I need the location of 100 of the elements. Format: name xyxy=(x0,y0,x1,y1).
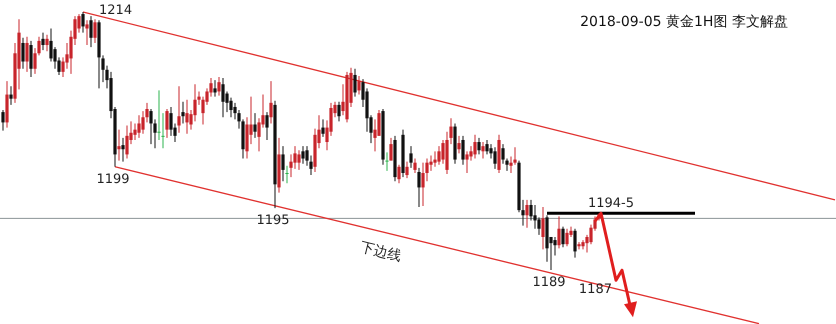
candlestick xyxy=(285,165,289,184)
candlestick xyxy=(457,135,461,154)
candlestick xyxy=(561,226,565,248)
candlestick xyxy=(537,216,541,236)
candlestick xyxy=(449,118,453,145)
candlestick xyxy=(469,146,473,162)
candlestick xyxy=(121,137,125,162)
candlestick xyxy=(85,20,89,46)
candlestick xyxy=(489,144,493,160)
ref-line-label: 1194-5 xyxy=(588,196,634,212)
candlestick xyxy=(181,101,185,124)
candlestick xyxy=(433,150,437,168)
candlestick xyxy=(301,146,305,164)
annotation: 1189 xyxy=(532,275,566,290)
candlestick xyxy=(89,16,93,48)
candlestick xyxy=(413,158,417,174)
candlestick xyxy=(533,204,537,230)
candlestick xyxy=(297,150,301,170)
candlestick xyxy=(481,142,485,160)
candlestick xyxy=(145,102,149,123)
candlestick xyxy=(29,40,33,78)
candlestick xyxy=(389,137,393,162)
candlestick xyxy=(337,101,341,122)
candlestick xyxy=(353,68,357,98)
candlestick xyxy=(465,150,469,174)
candlestick xyxy=(461,135,465,166)
candlestick xyxy=(185,99,189,134)
candlestick xyxy=(1,110,5,132)
candlestick xyxy=(213,80,217,98)
candlestick xyxy=(505,158,509,172)
candlestick xyxy=(137,114,141,138)
candlestick xyxy=(417,167,421,208)
candlestick xyxy=(237,110,241,130)
candlestick xyxy=(377,110,381,136)
candlestick xyxy=(117,129,121,162)
candlestick xyxy=(257,118,261,152)
candlestick xyxy=(269,80,273,124)
annotation: 下边线 xyxy=(358,239,404,265)
annotation: 1195 xyxy=(256,213,290,228)
candlestick xyxy=(153,118,157,149)
candlestick xyxy=(217,76,221,96)
candlestick xyxy=(289,154,293,178)
candlestick xyxy=(165,108,169,138)
candlestick xyxy=(357,75,361,96)
candlestick xyxy=(81,12,85,34)
candlestick xyxy=(149,108,153,145)
candlestick xyxy=(493,146,497,170)
candlestick xyxy=(169,106,173,136)
candlestick xyxy=(397,164,401,184)
candlestick xyxy=(409,146,413,168)
candlestick xyxy=(529,199,533,221)
candlestick xyxy=(477,137,481,155)
candlestick xyxy=(425,158,429,182)
candlestick xyxy=(157,90,161,140)
candlestick xyxy=(557,216,561,249)
candlestick xyxy=(541,206,545,250)
candlestick xyxy=(473,134,477,160)
candlestick xyxy=(437,146,441,166)
candlestick xyxy=(581,240,585,250)
candlestick xyxy=(405,161,409,179)
candlestick xyxy=(429,154,433,172)
candlestick xyxy=(133,122,137,140)
candlestick xyxy=(305,146,309,166)
chart-title: 2018-09-05 黄金1H图 李文解盘 xyxy=(580,14,788,30)
candlestick xyxy=(101,54,105,83)
candlestick xyxy=(9,86,13,106)
candlestick xyxy=(177,86,181,134)
candlestick xyxy=(253,112,257,138)
candlestick xyxy=(485,139,489,155)
candlestick xyxy=(233,102,237,120)
text: 1187 xyxy=(578,282,612,298)
candlestick xyxy=(25,36,29,72)
candlestick xyxy=(61,56,65,78)
candlestick xyxy=(525,199,529,228)
candlestick xyxy=(309,154,313,176)
candlestick xyxy=(49,28,53,62)
annotation: 1214 xyxy=(99,3,132,18)
candlestick xyxy=(421,162,425,207)
candlestick xyxy=(509,156,513,174)
candlestick xyxy=(161,112,165,149)
candlestick xyxy=(221,78,225,118)
candlestick xyxy=(281,146,285,182)
candlestick xyxy=(141,110,145,134)
candlestick xyxy=(293,146,297,170)
candlestick xyxy=(513,146,517,166)
candlestick xyxy=(553,236,557,256)
annotation: 1199 xyxy=(96,172,130,187)
candlestick xyxy=(385,152,389,172)
candlestick xyxy=(193,84,197,122)
candlestick xyxy=(45,34,49,52)
candlestick xyxy=(37,36,41,56)
candlestick xyxy=(501,144,505,164)
candlestick xyxy=(93,18,97,44)
candlestick xyxy=(197,90,201,106)
candlestick xyxy=(265,112,269,140)
candlestick xyxy=(573,228,577,258)
candlestick xyxy=(229,97,233,118)
candlestick xyxy=(21,37,25,70)
candlestick xyxy=(33,48,37,74)
candlestick xyxy=(125,125,129,160)
